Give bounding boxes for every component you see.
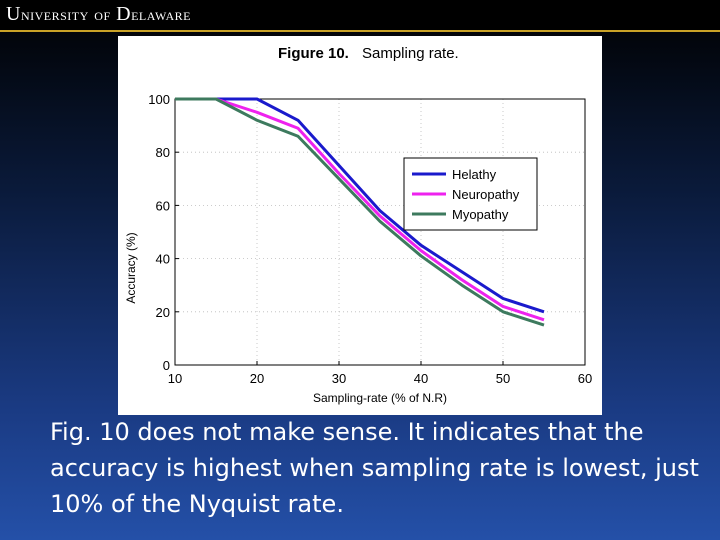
figure-label: Figure 10. bbox=[278, 45, 349, 62]
university-logo: UNIVERSITY OF DELAWARE bbox=[6, 3, 191, 25]
x-tick-label: 40 bbox=[414, 371, 428, 386]
series-line-myopathy bbox=[175, 97, 545, 327]
y-axis-label: Accuracy (%) bbox=[124, 232, 138, 303]
x-tick-label: 60 bbox=[578, 371, 592, 386]
slide-caption: Fig. 10 does not make sense. It indicate… bbox=[50, 418, 699, 518]
y-tick-label: 100 bbox=[148, 92, 170, 107]
figure-panel: Figure 10. Sampling rate. 10 20 30 40 50 60 0 2… bbox=[118, 36, 602, 415]
plot-area: 10 20 30 40 50 60 0 20 40 60 80 100 Helathy Neuropath… bbox=[148, 92, 592, 386]
header-rule bbox=[0, 30, 720, 32]
series-line-neuropathy bbox=[175, 97, 545, 322]
legend-entry: Myopathy bbox=[452, 207, 509, 222]
y-tick-label: 0 bbox=[163, 358, 170, 373]
legend-entry: Helathy bbox=[452, 167, 497, 182]
header-bar: UNIVERSITY OF DELAWARE bbox=[0, 0, 720, 30]
x-tick-label: 50 bbox=[496, 371, 510, 386]
x-tick-label: 20 bbox=[250, 371, 264, 386]
line-chart: Figure 10. Sampling rate. 10 20 30 40 50 60 0 2… bbox=[124, 45, 592, 405]
plot-background bbox=[175, 99, 585, 365]
y-tick-label: 40 bbox=[156, 252, 170, 267]
plot-frame bbox=[174, 98, 586, 366]
x-axis-label: Sampling-rate (% of N.R) bbox=[313, 391, 447, 405]
y-tick-label: 60 bbox=[156, 198, 170, 213]
series-line-helathy bbox=[175, 97, 545, 314]
y-tick-label: 20 bbox=[156, 305, 170, 320]
x-tick-label: 30 bbox=[332, 371, 346, 386]
y-tick-label: 80 bbox=[156, 145, 170, 160]
legend-entry: Neuropathy bbox=[452, 187, 520, 202]
chart-title: Sampling rate. bbox=[362, 45, 459, 62]
x-tick-label: 10 bbox=[168, 371, 182, 386]
